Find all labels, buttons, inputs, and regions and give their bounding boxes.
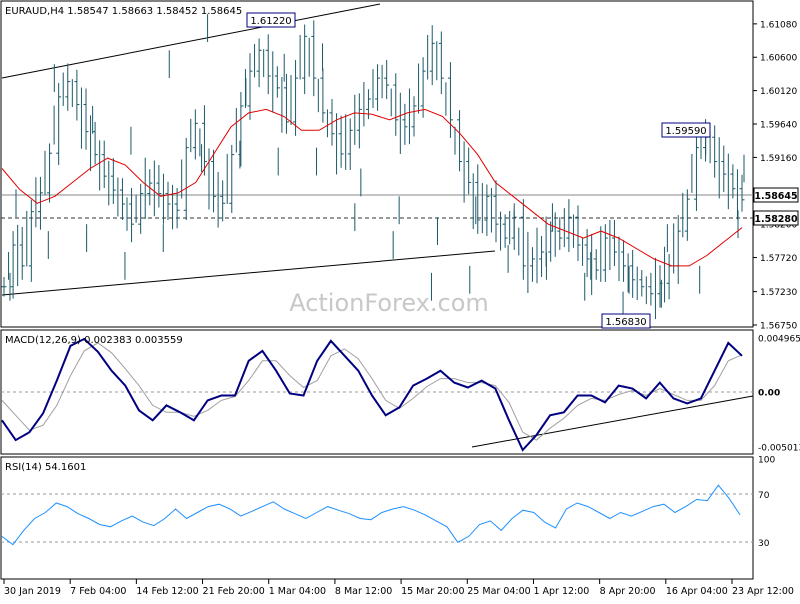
price-y-tick-label: 1.57230 [760, 288, 797, 298]
x-tick-label: 15 Mar 20:00 [401, 586, 464, 597]
x-tick-label: 21 Feb 20:00 [203, 586, 265, 597]
price-y-tick-label: 1.61080 [760, 20, 797, 30]
x-tick-label: 23 Apr 12:00 [732, 586, 794, 597]
macd-signal-line [1, 342, 743, 441]
rsi-lines [1, 484, 741, 546]
macd-y-tick-label: -0.005013 [758, 444, 800, 454]
rsi-panel-title: RSI(14) 54.1601 [5, 462, 86, 473]
price-y-tick-label: 1.59640 [760, 121, 797, 131]
rsi-y-tick-label: 70 [758, 491, 770, 501]
annotation-low-label: 1.56830 [605, 317, 646, 328]
price-bars [1, 14, 745, 320]
macd-y-tick-label: 0.00 [758, 389, 780, 399]
price-y-tick-label: 1.57720 [760, 254, 797, 264]
annotation-swing-high-label: 1.59590 [665, 126, 706, 137]
price-panel-frame [0, 0, 754, 328]
current-price-label: 1.58645 [754, 191, 797, 202]
x-tick-label: 16 Apr 04:00 [666, 586, 728, 597]
x-tick-label: 30 Jan 2019 [4, 586, 61, 597]
macd-panel-frame [0, 329, 754, 455]
price-lines [1, 108, 743, 267]
x-tick-label: 1 Mar 04:00 [269, 586, 326, 597]
x-tick-label: 8 Mar 12:00 [335, 586, 392, 597]
current-price-tag: 1.58645 [753, 187, 799, 203]
lower-channel-line [1, 250, 496, 296]
x-tick-label: 1 Apr 12:00 [533, 586, 589, 597]
macd-panel-title: MACD(12,26,9) 0.002383 0.003559 [5, 335, 183, 346]
annotation-swing-high: 1.59590 [661, 122, 711, 138]
macd-trend-line [471, 395, 754, 448]
price-y-tick-label: 1.58200 [760, 221, 797, 231]
rsi-y-tick-label: 100 [758, 456, 775, 466]
annotation-low: 1.56830 [601, 313, 651, 329]
moving-average-line [1, 108, 743, 267]
price-y-tick-label: 1.56750 [760, 322, 797, 332]
level-price-label: 1.58280 [754, 214, 798, 225]
price-y-tick-label: 1.60120 [760, 87, 797, 97]
x-axis-ticks: 30 Jan 2019 7 Feb 04:00 14 Feb 12:00 21 Feb… [3, 579, 794, 597]
watermark: ActionForex.com [289, 289, 489, 317]
upper-channel-line [1, 3, 381, 79]
macd-lines [1, 337, 743, 452]
price-y-tick-label: 1.59160 [760, 154, 797, 164]
price-panel-title: EURAUD,H4 1.58547 1.58663 1.58452 1.5864… [5, 6, 242, 17]
rsi-line [1, 484, 741, 546]
rsi-panel-frame [0, 456, 754, 580]
macd-y-tick-label: 0.004965 [758, 335, 800, 345]
level-price-tag: 1.58280 [753, 210, 799, 226]
x-tick-label: 14 Feb 12:00 [136, 586, 198, 597]
rsi-y-tick-label: 30 [758, 539, 770, 549]
macd-main-line [1, 337, 743, 452]
y-axis-ticks: 1.61080 1.60600 1.60120 1.59640 1.59160 1.582… [753, 20, 800, 549]
x-tick-label: 8 Apr 20:00 [600, 586, 656, 597]
annotation-high: 1.61220 [246, 12, 296, 28]
annotation-high-label: 1.61220 [250, 16, 291, 27]
x-tick-label: 25 Mar 04:00 [467, 586, 530, 597]
x-tick-label: 7 Feb 04:00 [70, 586, 126, 597]
price-y-tick-label: 1.60600 [760, 54, 797, 64]
